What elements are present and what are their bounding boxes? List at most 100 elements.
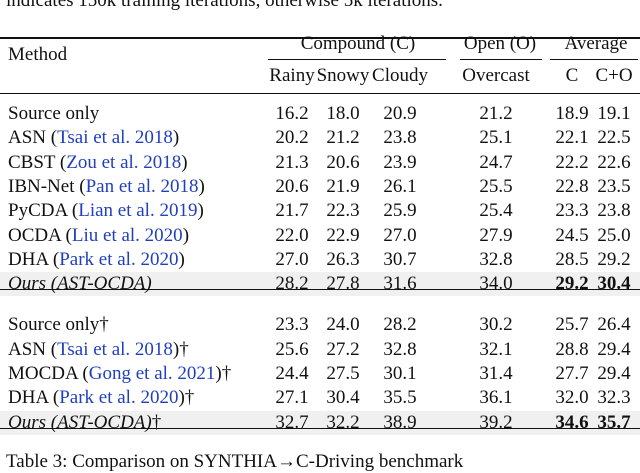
method-suffix: †: [151, 411, 162, 433]
method-suffix: ): [172, 127, 180, 149]
group-rule: [460, 59, 542, 60]
method-cell: PyCDA (Lian et al. 2019): [8, 200, 204, 222]
value-cell: 27.8: [326, 273, 360, 295]
method-name: ASN (: [8, 127, 58, 149]
value-cell: 27.2: [326, 338, 360, 360]
value-cell: 27.0: [383, 224, 417, 246]
method-cell: Ours (AST-OCDA): [8, 273, 152, 295]
value-cell: 25.6: [275, 338, 309, 360]
value-cell: 30.7: [383, 248, 417, 270]
header-group: Open (O): [463, 33, 537, 54]
method-name: DHA (: [8, 387, 60, 409]
value-cell: 21.3: [275, 151, 309, 173]
value-cell: 32.3: [597, 387, 631, 409]
value-cell: 32.8: [479, 248, 513, 270]
value-cell: 21.2: [479, 103, 513, 124]
citation: Park et al. 2020: [59, 387, 179, 409]
value-cell: 25.4: [479, 200, 513, 222]
value-cell: 29.2: [597, 248, 631, 270]
highlight-row: [0, 410, 640, 435]
value-cell: 31.4: [479, 363, 513, 384]
method-suffix: ): [182, 224, 190, 246]
highlight-row: [0, 272, 640, 297]
column-header: Cloudy: [372, 65, 428, 86]
value-cell: 25.1: [479, 127, 513, 149]
value-cell: 21.2: [326, 127, 360, 149]
method-name: MOCDA (: [8, 363, 89, 384]
value-cell: 32.7: [275, 411, 309, 433]
method-name: Source only: [8, 103, 100, 124]
value-cell: 22.0: [275, 224, 309, 246]
method-cell: DHA (Park et al. 2020)†: [8, 387, 194, 409]
citation: Park et al. 2020: [59, 248, 179, 270]
method-name: PyCDA (: [8, 200, 79, 222]
value-cell: 23.8: [383, 127, 417, 149]
method-name: ASN (: [8, 338, 58, 360]
value-cell: 38.9: [383, 411, 417, 433]
method-suffix: ): [198, 175, 205, 197]
rule: [0, 427, 640, 430]
header-group: Compound (C): [300, 33, 416, 54]
citation: Gong et al. 2021: [88, 363, 216, 384]
method-name: DHA (: [8, 248, 60, 270]
value-cell: 23.3: [275, 314, 309, 336]
value-cell: 22.9: [326, 224, 360, 246]
value-cell: 34.0: [479, 273, 513, 295]
method-cell: Source only†: [8, 314, 109, 336]
value-cell: 24.5: [555, 224, 589, 246]
caption: Table 3: Comparison on SYNTHIA→C-Driving…: [6, 451, 464, 472]
method-suffix: )†: [172, 338, 189, 360]
value-cell: 39.2: [479, 411, 513, 433]
value-cell: 18.9: [555, 103, 589, 124]
method-name: OCDA (: [8, 224, 72, 246]
value-cell: 28.2: [383, 314, 417, 336]
value-cell: 22.1: [555, 127, 589, 149]
value-cell: 16.2: [275, 103, 309, 124]
method-cell: ASN (Tsai et al. 2018): [8, 127, 179, 149]
value-cell: 22.2: [555, 151, 589, 173]
method-cell: OCDA (Liu et al. 2020): [8, 225, 189, 247]
value-cell: 32.1: [479, 338, 513, 360]
rule: [0, 289, 640, 291]
group-rule: [550, 59, 638, 60]
value-cell: 20.6: [326, 151, 360, 173]
value-cell: 30.4: [326, 387, 360, 409]
top-text: indicates 150k training iterations, othe…: [6, 0, 443, 11]
value-cell: 28.2: [275, 273, 309, 295]
value-cell: 30.4: [597, 273, 631, 295]
rule: [0, 93, 640, 94]
method-cell: ASN (Tsai et al. 2018)†: [8, 339, 189, 361]
value-cell: 22.3: [326, 200, 360, 222]
value-cell: 29.2: [555, 273, 589, 295]
value-cell: 32.8: [383, 338, 417, 360]
value-cell: 28.5: [555, 248, 589, 270]
value-cell: 27.9: [479, 224, 513, 246]
method-cell: CBST (Zou et al. 2018): [8, 152, 188, 174]
method-suffix: )†: [178, 387, 195, 409]
value-cell: 25.0: [597, 224, 631, 246]
method-cell: IBN-Net (Pan et al. 2018): [8, 176, 205, 198]
citation: Pan et al. 2018: [85, 175, 199, 197]
method-name: IBN-Net (: [8, 175, 86, 197]
method-name: Ours (AST-OCDA): [8, 411, 152, 433]
value-cell: 22.6: [597, 151, 631, 173]
value-cell: 23.8: [597, 200, 631, 222]
value-cell: 36.1: [479, 387, 513, 409]
value-cell: 27.7: [555, 363, 589, 384]
method-suffix: ): [181, 151, 188, 173]
value-cell: 23.5: [597, 175, 631, 197]
top-rule: [0, 37, 640, 39]
value-cell: 29.4: [597, 363, 631, 384]
column-header: Rainy: [269, 65, 315, 86]
value-cell: 28.8: [555, 338, 589, 360]
value-cell: 26.1: [383, 175, 417, 197]
value-cell: 34.6: [555, 411, 589, 433]
value-cell: 19.1: [597, 103, 631, 124]
column-header: C: [565, 65, 579, 86]
value-cell: 30.2: [479, 314, 513, 336]
method-cell: Ours (AST-OCDA)†: [8, 412, 161, 434]
method-cell: DHA (Park et al. 2020): [8, 249, 185, 271]
value-cell: 21.9: [326, 175, 360, 197]
method-suffix: †: [99, 314, 109, 336]
value-cell: 20.9: [383, 103, 417, 124]
